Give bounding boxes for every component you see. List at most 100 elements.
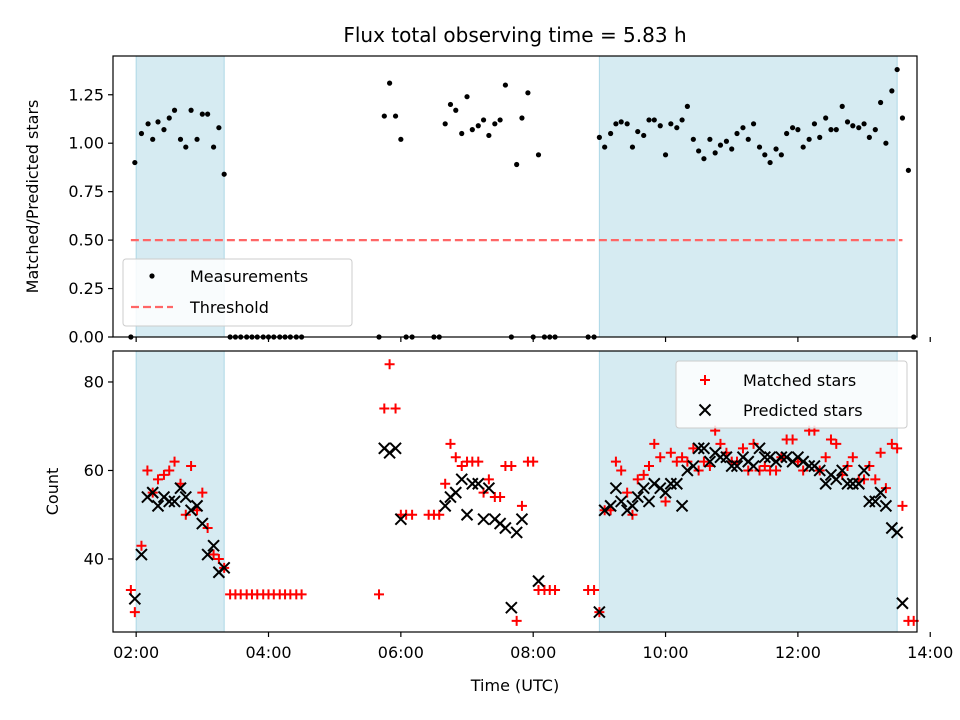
measurement-point xyxy=(486,132,492,139)
predicted-star-point xyxy=(128,592,142,606)
predicted-star-point xyxy=(532,574,545,588)
matched-star-point xyxy=(825,434,836,445)
matched-star-point xyxy=(506,461,517,472)
measurement-point xyxy=(480,117,487,123)
measurement-point xyxy=(800,144,806,150)
predicted-star-point xyxy=(730,459,744,473)
observing-interval-band xyxy=(135,350,225,633)
matched-star-point xyxy=(622,487,633,498)
predicted-star-point xyxy=(896,597,909,610)
measurement-point xyxy=(535,152,542,158)
legend-matched-marker xyxy=(700,375,710,385)
measurement-point xyxy=(199,111,205,117)
measurement-point xyxy=(210,144,217,150)
measurement-point xyxy=(596,134,602,140)
measurement-point xyxy=(756,144,763,150)
measurement-point xyxy=(613,121,619,127)
measurement-point xyxy=(674,125,680,131)
measurement-point xyxy=(150,136,156,142)
matched-star-point xyxy=(671,456,682,467)
measurement-point xyxy=(145,121,151,127)
matched-star-point xyxy=(870,474,881,485)
matched-star-point xyxy=(528,456,539,467)
matched-star-point xyxy=(483,474,494,485)
measurement-point xyxy=(183,144,189,150)
matched-star-point xyxy=(698,456,709,467)
series-matched-stars xyxy=(125,359,919,626)
measurement-point xyxy=(519,115,525,121)
predicted-star-point xyxy=(482,481,496,495)
predicted-star-point xyxy=(659,486,672,499)
predicted-star-point xyxy=(879,499,893,513)
measurement-point xyxy=(828,127,834,133)
measurement-point xyxy=(872,127,878,133)
y-tick-label: 0.75 xyxy=(68,182,104,201)
predicted-star-point xyxy=(609,481,623,495)
measurement-point xyxy=(381,113,387,119)
predicted-star-point xyxy=(146,486,159,499)
matched-star-point xyxy=(665,447,676,458)
measurement-point xyxy=(823,115,829,121)
measurement-point xyxy=(475,123,481,129)
count-panel: 40 60 80 02:00 04:00 06:00 08:00 10:00 12:00 14:0… xyxy=(43,350,953,695)
measurement-point xyxy=(469,127,475,133)
predicted-star-point xyxy=(196,517,209,530)
predicted-star-point xyxy=(515,512,529,526)
measurement-point xyxy=(745,136,751,142)
matched-star-point xyxy=(660,496,671,507)
legend: Measurements Threshold xyxy=(122,258,353,327)
matched-star-point xyxy=(450,452,461,463)
ratio-panel: 0.00 0.25 0.50 0.75 1.00 1.25 Matched/Predicte… xyxy=(23,55,931,347)
chart-title: Flux total observing time = 5.83 h xyxy=(343,23,686,47)
y-tick-label: 40 xyxy=(84,549,104,568)
measurement-point xyxy=(817,134,823,140)
predicted-star-point xyxy=(510,526,523,539)
matched-star-point xyxy=(296,589,307,600)
predicted-star-point xyxy=(477,512,490,526)
measurement-point xyxy=(629,144,636,150)
predicted-star-point xyxy=(151,499,165,513)
measurement-point xyxy=(387,80,393,86)
matched-star-point xyxy=(152,474,163,485)
y-axis-label: Count xyxy=(43,468,62,516)
matched-star-point xyxy=(847,452,858,463)
x-tick-label: 10:00 xyxy=(642,643,688,662)
matched-star-point xyxy=(655,452,666,463)
matched-star-point xyxy=(589,584,600,595)
predicted-star-point xyxy=(460,508,474,521)
y-tick-label: 60 xyxy=(84,461,104,480)
measurement-point xyxy=(762,152,768,158)
measurement-point xyxy=(789,125,796,131)
legend: Matched stars Predicted stars xyxy=(675,360,908,429)
legend-box xyxy=(122,258,353,327)
matched-star-point xyxy=(169,456,180,467)
measurement-point xyxy=(696,148,702,154)
matched-star-point xyxy=(142,465,153,476)
y-tick-label: 0.50 xyxy=(68,231,104,250)
predicted-star-point xyxy=(207,539,220,552)
predicted-star-point xyxy=(472,477,485,490)
measurement-point xyxy=(668,121,674,127)
predicted-star-point xyxy=(184,504,198,517)
predicted-star-point xyxy=(604,499,617,513)
measurement-point xyxy=(464,94,470,100)
predicted-star-point xyxy=(505,601,518,614)
matched-star-point xyxy=(374,589,385,600)
predicted-star-point xyxy=(389,442,402,455)
predicted-star-point xyxy=(813,464,826,477)
measurement-point xyxy=(171,107,178,113)
matched-star-point xyxy=(677,452,688,463)
measurement-point xyxy=(166,115,172,121)
predicted-star-point xyxy=(841,477,854,490)
predicted-star-point xyxy=(725,459,738,473)
matched-star-point xyxy=(164,465,175,476)
measurement-point xyxy=(861,121,867,127)
matched-star-point xyxy=(473,456,484,467)
predicted-star-point xyxy=(614,495,628,508)
measurement-point xyxy=(194,136,200,142)
measurement-point xyxy=(442,121,448,127)
y-tick-label: 0.25 xyxy=(68,279,104,298)
matched-star-point xyxy=(897,500,908,511)
predicted-star-point xyxy=(631,490,644,504)
predicted-star-point xyxy=(637,481,650,495)
